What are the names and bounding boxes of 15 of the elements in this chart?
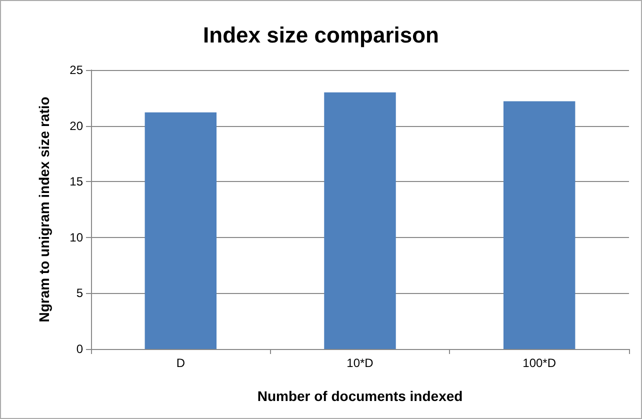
y-axis-title: Ngram to unigram index size ratio [36,96,52,322]
chart-title: Index size comparison [203,22,439,48]
x-tick-label: 10*D [346,356,374,370]
y-tick-label: 25 [70,63,84,77]
y-tick-label: 0 [76,342,84,356]
bar [324,92,396,349]
x-axis-title: Number of documents indexed [257,388,463,404]
y-tick-label: 15 [70,174,84,189]
y-tick-label: 20 [70,118,84,133]
x-tick-label: D [176,356,186,370]
bar [144,112,217,349]
y-tick-label: 10 [70,230,84,244]
bar [503,101,576,349]
y-tick-label: 5 [76,286,84,300]
x-tick-label: 100*D [522,356,556,370]
